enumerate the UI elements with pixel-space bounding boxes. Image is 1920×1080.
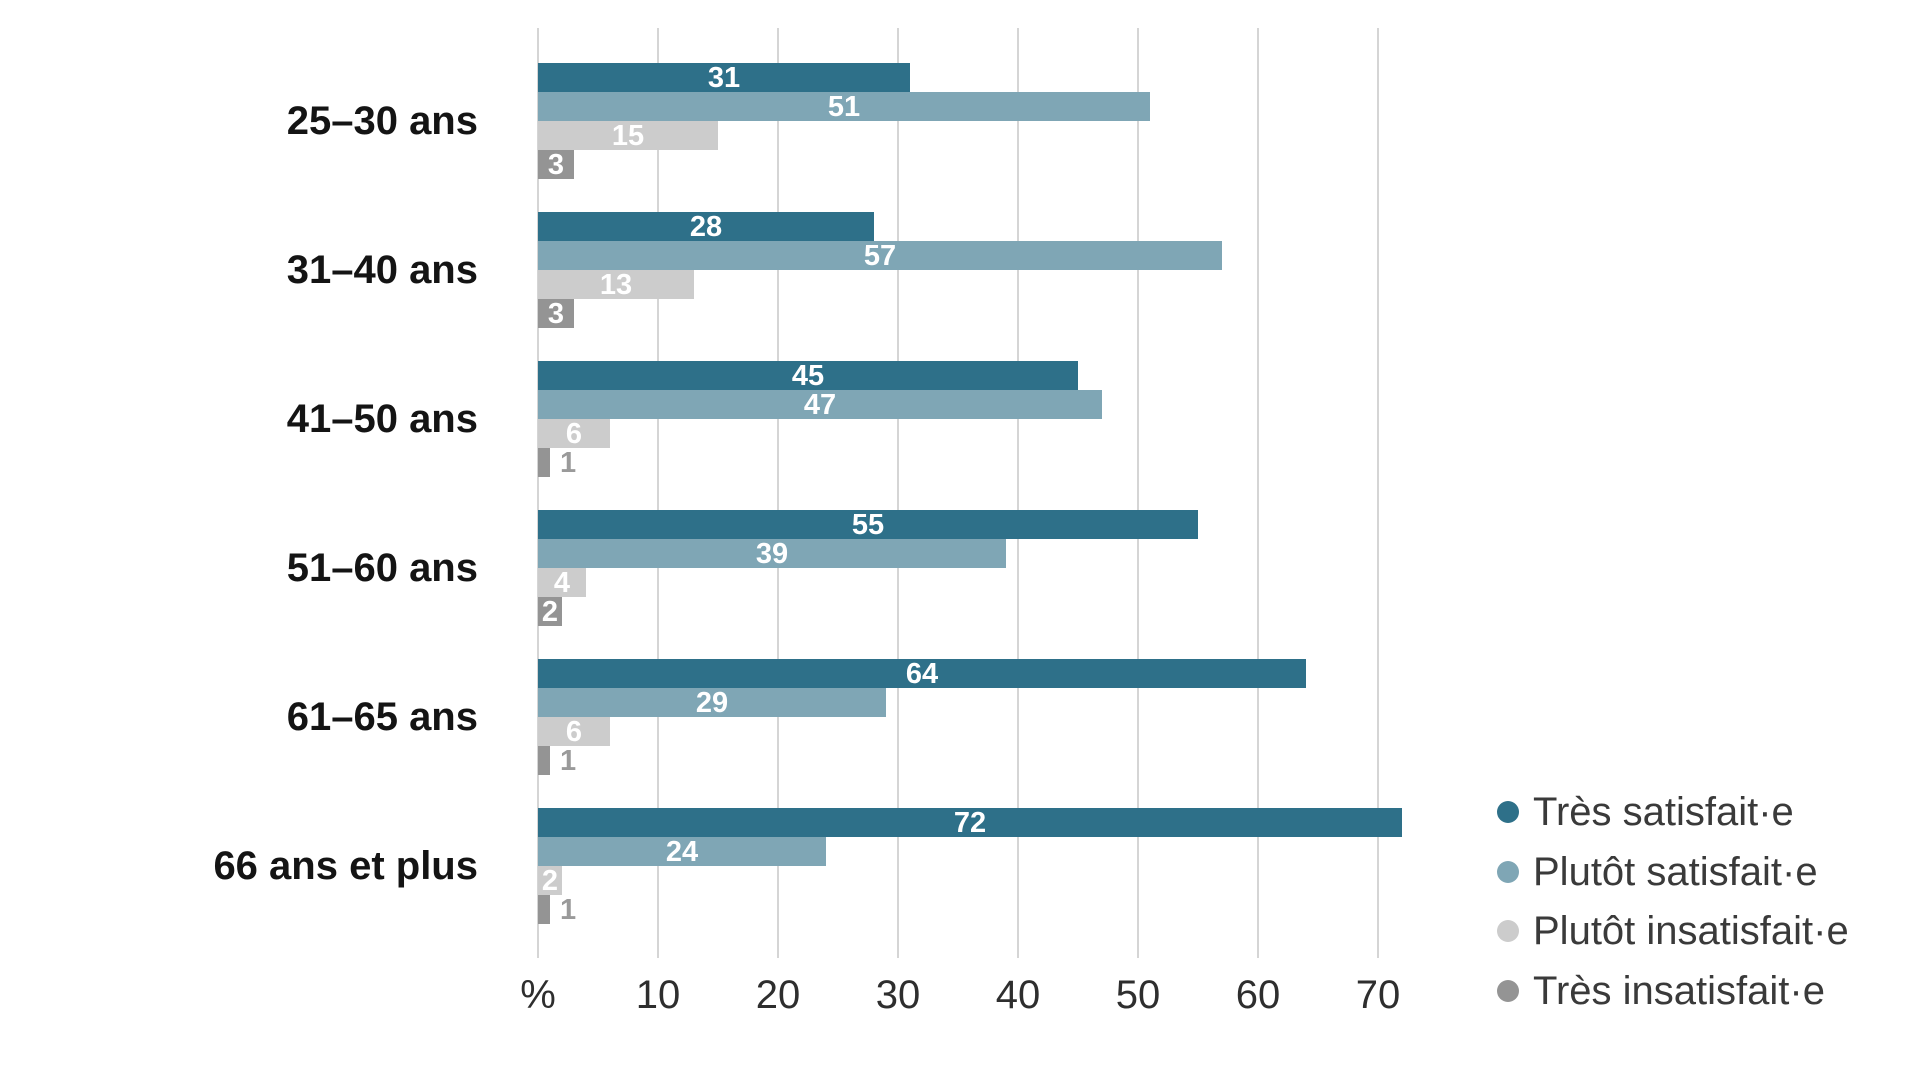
legend-item: Très satisfait·e <box>1497 788 1794 836</box>
bar-value-label: 45 <box>791 360 825 392</box>
bar-value-label: 28 <box>689 211 723 243</box>
bar-value-label: 3 <box>547 298 565 330</box>
category-label: 41–50 ans <box>286 397 478 441</box>
category-label: 66 ans et plus <box>213 844 478 888</box>
bar-value-label: 1 <box>560 745 577 777</box>
bar: 31 <box>538 62 910 94</box>
bar: 72 <box>538 807 1402 839</box>
gridline <box>897 28 899 958</box>
bar: 1 <box>538 448 576 478</box>
gridline <box>537 28 539 958</box>
bar: 4 <box>538 567 586 599</box>
bar: 55 <box>538 509 1198 541</box>
x-tick-label: 30 <box>875 973 921 1017</box>
bar-value-label: 51 <box>827 91 861 123</box>
bar: 24 <box>538 836 826 868</box>
bar: 6 <box>538 418 610 450</box>
x-tick-label: % <box>520 973 556 1017</box>
legend-dot-icon <box>1497 860 1519 883</box>
bar: 1 <box>538 895 576 925</box>
bar-value-label: 31 <box>707 62 741 94</box>
legend-item: Très insatisfait·e <box>1497 967 1825 1015</box>
bar: 39 <box>538 538 1006 570</box>
legend-label: Très insatisfait·e <box>1533 968 1825 1013</box>
bar: 15 <box>538 120 718 152</box>
legend-dot-icon <box>1497 920 1519 942</box>
bar: 64 <box>538 658 1306 690</box>
category-label: 31–40 ans <box>286 248 478 292</box>
bar-value-label: 4 <box>553 567 571 599</box>
x-tick-label: 40 <box>995 973 1041 1017</box>
gridline <box>1017 28 1019 958</box>
bar: 3 <box>538 298 574 330</box>
bar-value-label: 55 <box>851 509 885 541</box>
bar: 29 <box>538 687 886 719</box>
legend-item: Plutôt satisfait·e <box>1497 848 1818 896</box>
bar: 3 <box>538 149 574 181</box>
legend: Très satisfait·e Plutôt satisfait·e Plutôt… <box>1497 0 1917 1080</box>
bar-value-label: 1 <box>560 447 577 479</box>
legend-label: Plutôt satisfait·e <box>1533 849 1818 894</box>
bar: 1 <box>538 746 576 776</box>
legend-label: Très satisfait·e <box>1533 790 1794 834</box>
bar-value-label: 47 <box>803 389 837 421</box>
bar: 13 <box>538 269 694 301</box>
bar-value-label: 72 <box>953 807 987 839</box>
legend-dot-icon <box>1497 801 1519 823</box>
bar-value-label: 6 <box>565 716 583 748</box>
bar-value-label: 2 <box>541 596 559 628</box>
bar: 6 <box>538 716 610 748</box>
x-tick-label: 60 <box>1235 973 1281 1017</box>
x-tick-label: 50 <box>1115 973 1161 1017</box>
gridline <box>1257 28 1259 958</box>
bar: 57 <box>538 240 1222 272</box>
bar-value-label: 39 <box>755 538 789 570</box>
gridline <box>1137 28 1139 958</box>
bar-value-label: 3 <box>547 149 565 181</box>
bar: 28 <box>538 211 874 243</box>
bar-value-label: 13 <box>599 269 633 301</box>
bar: 2 <box>538 596 562 628</box>
category-label: 51–60 ans <box>286 546 478 590</box>
bar: 47 <box>538 389 1102 421</box>
bar: 2 <box>538 865 562 897</box>
legend-dot-icon <box>1497 979 1519 1002</box>
gridline <box>777 28 779 958</box>
x-tick-label: 20 <box>755 973 801 1017</box>
x-tick-label: 70 <box>1355 973 1401 1017</box>
plot-area: 31 51 15 3 28 57 13 3 45 47 6 1 55 39 4 2 64 29 6 1 72 24 2 1 <box>537 28 1450 958</box>
bar-value-label: 29 <box>695 687 729 719</box>
category-label: 25–30 ans <box>286 99 478 143</box>
gridline <box>657 28 659 958</box>
x-tick-label: 10 <box>635 973 681 1017</box>
bar-value-label: 57 <box>863 240 897 272</box>
gridline <box>1377 28 1379 958</box>
bar-value-label: 1 <box>560 894 577 926</box>
bar-value-label: 24 <box>665 836 699 868</box>
bar-value-label: 2 <box>541 865 559 897</box>
category-label: 61–65 ans <box>286 695 478 739</box>
bar-value-label: 15 <box>611 120 645 152</box>
bar: 51 <box>538 91 1150 123</box>
legend-item: Plutôt insatisfait·e <box>1497 907 1849 955</box>
bar: 45 <box>538 360 1078 392</box>
bar-value-label: 64 <box>905 658 939 690</box>
bar-value-label: 6 <box>565 418 583 450</box>
legend-label: Plutôt insatisfait·e <box>1533 909 1849 953</box>
